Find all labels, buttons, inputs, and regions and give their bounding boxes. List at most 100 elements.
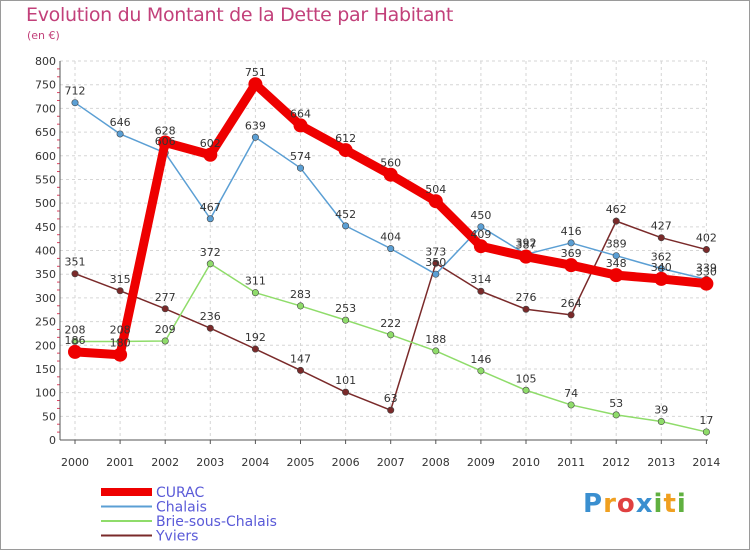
data-label: 208 [110,323,131,336]
data-label: 208 [65,323,86,336]
data-point [251,133,259,141]
brand-letter: r [603,489,617,519]
data-label: 180 [110,337,131,350]
y-tick-label: 650 [35,126,56,139]
data-point [657,265,665,273]
data-point [567,311,575,319]
data-label: 404 [380,231,401,244]
x-tick-label: 2009 [467,456,495,469]
data-point [567,401,575,409]
grid-lines [60,60,708,441]
data-point [296,302,304,310]
data-point [71,99,79,107]
data-label: 628 [155,124,176,137]
data-label: 339 [696,261,717,274]
x-tick-label: 2001 [106,456,134,469]
brand-letter: t [663,489,677,519]
data-point [158,135,173,150]
x-tick-label: 2000 [61,456,89,469]
y-tick-label: 700 [35,102,56,115]
data-point [567,239,575,247]
data-point [251,289,259,297]
y-tick-label: 400 [35,245,56,258]
data-label: 350 [425,256,446,269]
data-label: 639 [245,119,266,132]
data-label: 192 [245,331,266,344]
data-point [432,347,440,355]
data-label: 389 [606,238,627,251]
x-tick-label: 2008 [422,456,450,469]
x-tick-label: 2014 [692,456,720,469]
data-label: 17 [699,414,713,427]
data-label: 504 [425,183,446,196]
data-point [657,418,665,426]
x-axis-ticks: 2000 2001 2002 2003 2004 2005 2006 2007 2008 2009… [61,456,720,469]
axes [57,61,708,444]
data-point [522,386,530,394]
y-tick-label: 600 [35,150,56,163]
data-label: 646 [110,116,131,129]
data-point [612,252,620,260]
data-label: 186 [65,334,86,347]
data-label: 362 [651,251,672,264]
data-label: 452 [335,208,356,221]
data-label: 373 [425,245,446,258]
data-point [519,249,533,264]
x-tick-label: 2002 [151,456,179,469]
legend-label: Brie-sous-Chalais [156,514,277,530]
data-point [293,118,308,133]
data-label: 372 [200,246,221,259]
data-label: 467 [200,201,221,214]
data-point [116,130,124,138]
x-tick-label: 2007 [377,456,405,469]
data-point [296,366,304,374]
data-label: 751 [245,66,266,79]
data-point [206,260,214,268]
chart-unit-label: (en €) [27,29,60,42]
chart-title: Evolution du Montant de la Dette par Hab… [26,4,454,26]
data-label: 602 [200,137,221,150]
data-point [113,347,128,362]
data-label: 264 [561,297,582,310]
data-label: 574 [290,150,311,163]
data-point [473,239,488,254]
legend-label: CURAC [156,485,205,501]
legend-label: Yviers [155,529,198,545]
data-point [657,234,665,242]
data-point [477,367,485,375]
data-label: 188 [425,333,446,346]
x-tick-label: 2010 [512,456,540,469]
x-tick-label: 2011 [557,456,585,469]
y-tick-label: 50 [42,410,56,423]
data-label: 330 [696,266,717,279]
brand-letter: P [583,489,604,519]
x-tick-label: 2005 [287,456,315,469]
data-point [248,77,263,92]
data-label: 101 [335,374,356,387]
x-tick-label: 2004 [241,456,269,469]
data-label: 712 [65,85,86,98]
data-label: 348 [606,257,627,270]
data-point [203,147,218,162]
data-labels: 351 315 277 236 192 147 101 63 373 314 276 264 462 42… [65,66,717,427]
data-point [338,143,353,158]
brand-letter: o [616,489,636,519]
data-label: 222 [380,317,401,330]
y-tick-label: 100 [35,387,56,400]
data-point [702,428,710,436]
data-label: 53 [609,397,623,410]
data-point [71,270,79,278]
data-label: 283 [290,288,311,301]
x-tick-label: 2013 [647,456,675,469]
data-point [432,259,440,267]
y-tick-label: 0 [49,434,56,447]
data-point [161,305,169,313]
data-label: 209 [155,323,176,336]
data-label: 560 [380,157,401,170]
data-point [387,331,395,339]
y-tick-label: 250 [35,316,56,329]
x-tick-label: 2003 [196,456,224,469]
data-label: 315 [110,273,131,286]
data-label: 351 [65,256,86,269]
data-point [206,324,214,332]
